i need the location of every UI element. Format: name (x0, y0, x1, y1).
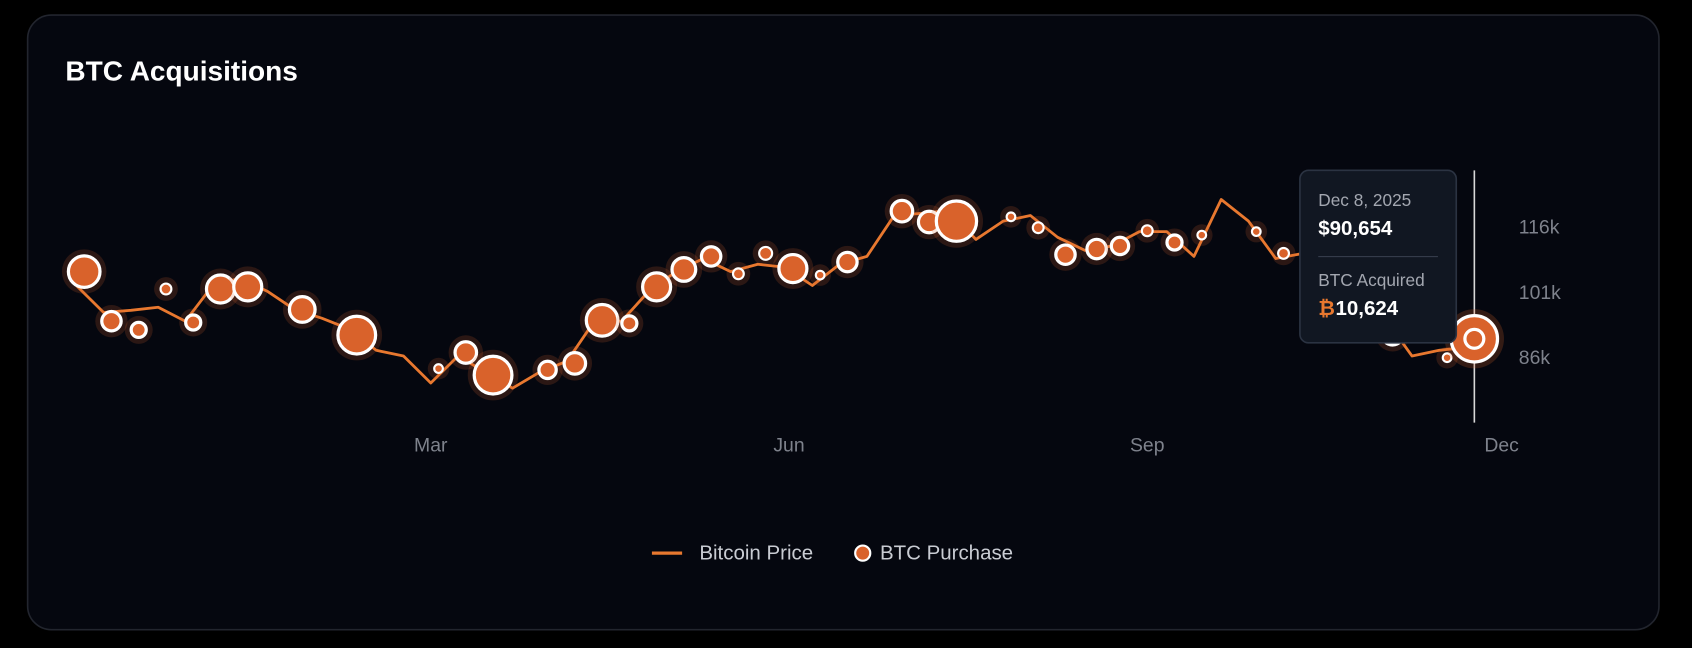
bubble (1250, 226, 1262, 238)
x-tick-label: Jun (773, 435, 804, 457)
bubble (814, 269, 826, 281)
bubble (232, 271, 264, 303)
bubble (777, 252, 809, 285)
bubble (472, 354, 514, 396)
bubble (537, 359, 558, 381)
bubble (1109, 235, 1131, 257)
bubble (1031, 221, 1045, 235)
bubble (731, 267, 745, 281)
bubble (1449, 313, 1500, 364)
y-tick-label: 101k (1519, 282, 1561, 304)
bubble (433, 363, 444, 374)
bubble (758, 245, 774, 261)
bubble (1277, 246, 1291, 260)
plot: 116k 101k 86k Mar Jun Sep Dec (61, 170, 1561, 457)
bubble (640, 271, 673, 303)
x-tick-label: Sep (1130, 435, 1165, 457)
tooltip-price: $90,654 (1318, 217, 1393, 240)
bubble (620, 314, 639, 333)
tooltip-date: Dec 8, 2025 (1318, 190, 1411, 210)
x-tick-label: Dec (1484, 435, 1519, 457)
legend-label: BTC Purchase (880, 542, 1013, 565)
bubble (934, 199, 979, 243)
tooltip-symbol: ₿ (1318, 297, 1335, 320)
x-tick-label: Mar (414, 435, 448, 457)
bubble (1054, 243, 1077, 266)
bubble (1085, 237, 1108, 261)
bubble (100, 309, 123, 333)
tooltip-label: BTC Acquired (1318, 270, 1424, 290)
bubble (336, 314, 378, 356)
y-tick-label: 86k (1519, 347, 1551, 369)
legend-label: Bitcoin Price (699, 542, 813, 565)
bubble (1441, 352, 1453, 364)
bubble (159, 282, 173, 296)
bubble (1196, 229, 1208, 241)
bubble (562, 350, 588, 376)
bubble (584, 302, 620, 338)
bubble (184, 313, 203, 332)
bubble (287, 294, 317, 324)
tooltip-amount: 10,624 (1336, 297, 1399, 320)
card (26, 14, 1660, 631)
bubble (889, 198, 915, 224)
bubble (1165, 233, 1184, 252)
bubble (699, 245, 723, 268)
bubble (1005, 211, 1017, 223)
legend-bubble (854, 544, 872, 562)
tooltip: Dec 8, 2025 $90,654 BTC Acquired ₿ 10,62… (1299, 169, 1458, 344)
bubble (129, 320, 148, 340)
bubble (66, 254, 102, 290)
bubble-ring (1463, 327, 1486, 350)
y-tick-label: 116k (1519, 217, 1560, 239)
bubble (1140, 224, 1154, 238)
bubble (453, 340, 479, 365)
chart-title: BTC Acquisitions (65, 56, 297, 87)
legend: Bitcoin Price BTC Purchase (651, 542, 1013, 565)
bubble (670, 255, 698, 283)
bubble (836, 250, 859, 274)
